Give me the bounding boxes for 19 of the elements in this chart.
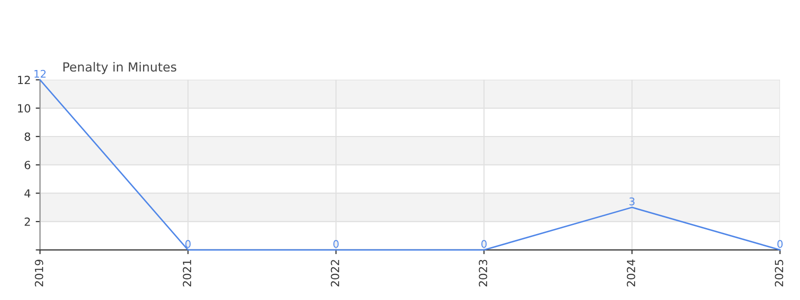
y-tick-label: 12 <box>18 76 30 84</box>
x-tick-label: 2024 <box>626 260 636 286</box>
y-tick-label: 6 <box>24 160 30 170</box>
y-tick-label: 10 <box>18 104 30 113</box>
x-tick-label: 2022 <box>330 260 340 286</box>
x-tick-label: 2025 <box>774 260 784 286</box>
x-tick-label: 2021 <box>182 260 192 286</box>
y-tick-label: 2 <box>24 218 30 226</box>
x-tick-label: 2019 <box>34 260 44 286</box>
y-tick-label: 8 <box>24 132 30 141</box>
chart-title: Penalty in Minutes <box>63 62 176 74</box>
data-label: 0 <box>777 240 783 248</box>
data-label: 0 <box>481 240 487 248</box>
x-tick-label: 2023 <box>478 260 488 286</box>
data-label: 0 <box>185 240 191 248</box>
y-tick-label: 4 <box>24 189 30 198</box>
data-label: 0 <box>333 240 339 248</box>
data-label: 12 <box>34 70 46 78</box>
data-label: 3 <box>629 197 634 206</box>
